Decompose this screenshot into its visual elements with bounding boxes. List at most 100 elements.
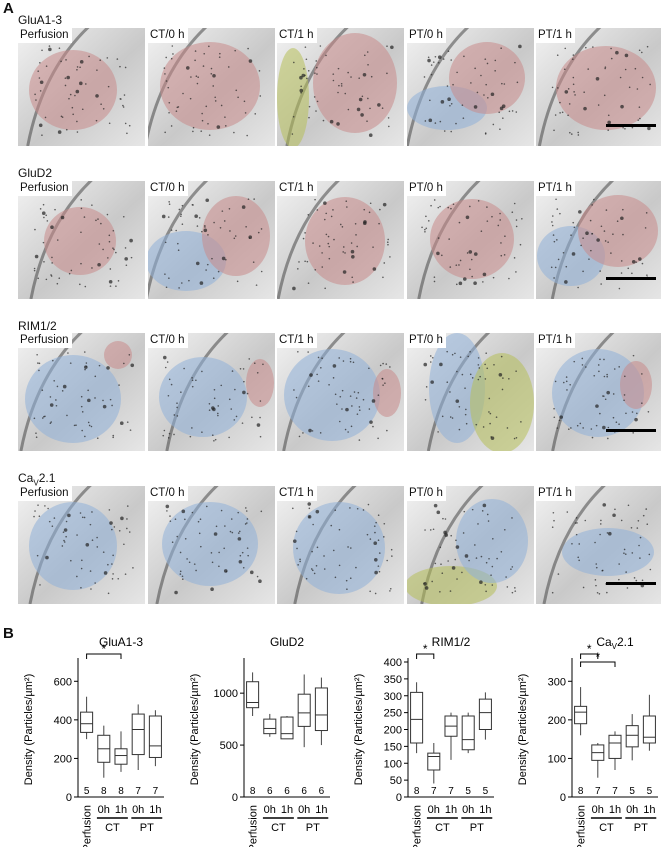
box-plot-svg: CaV2.1 Density (Particles/µm²) 0 100 200 300 8… (517, 635, 658, 851)
micrograph-tile: CT/0 h (148, 181, 275, 299)
n-label: 6 (284, 786, 290, 797)
label-overlay (562, 528, 654, 576)
label-overlay (373, 369, 401, 417)
x-tick-label: 1h (115, 804, 127, 816)
box (410, 691, 424, 744)
x-tick-label: 1h (643, 804, 655, 816)
y-tick-label: 250 (384, 708, 402, 720)
n-label: 7 (153, 786, 159, 797)
chart-title: CaV2.1 (596, 635, 634, 651)
label-overlay (160, 42, 260, 130)
micrograph-image (407, 333, 534, 451)
tile-label: CT/1 h (277, 28, 317, 43)
x-tick-label: 0h (626, 804, 638, 816)
y-tick-label: 150 (384, 741, 402, 753)
label-overlay (159, 357, 247, 437)
x-tick-label: 0h (98, 804, 110, 816)
label-overlay (313, 33, 397, 133)
x-tick-label: 0h (462, 804, 474, 816)
tile-label: Perfusion (18, 28, 72, 43)
significance-star: * (423, 642, 428, 656)
label-overlay (552, 349, 644, 437)
box (427, 752, 441, 771)
box-plot-chart: GluD2 Density (Particles/µm²) 0 500 1000 8 6 6 6… (186, 632, 336, 852)
x-tick-label: Perfusion (576, 805, 588, 847)
label-overlay (29, 50, 117, 130)
n-label: 7 (135, 786, 141, 797)
x-tick-label: 1h (445, 804, 457, 816)
box-plot-chart: GluA1-3 Density (Particles/µm²) 0 200 400 600… (20, 632, 170, 852)
micrograph-image (536, 181, 661, 299)
y-tick-label: 1000 (214, 688, 238, 700)
label-overlay (44, 207, 116, 275)
micrograph-image (18, 28, 145, 146)
tile-label: CT/1 h (277, 333, 317, 348)
tile-label: CT/1 h (277, 486, 317, 501)
label-overlay (456, 499, 528, 583)
micrograph-tile: CT/1 h (277, 28, 404, 146)
micrograph-image (407, 28, 534, 146)
micrograph-tile: PT/1 h (536, 28, 661, 146)
y-tick-label: 400 (54, 715, 72, 727)
micrograph-image (407, 181, 534, 299)
n-label: 8 (101, 786, 107, 797)
box (297, 693, 311, 727)
y-tick-label: 0 (396, 792, 402, 804)
y-tick-label: 300 (384, 691, 402, 703)
group-label: PT (140, 822, 154, 834)
y-tick-label: 100 (384, 758, 402, 770)
box (114, 748, 128, 765)
box (461, 715, 475, 751)
y-tick-label: 200 (548, 715, 566, 727)
x-tick-label: 0h (428, 804, 440, 816)
box (314, 687, 328, 732)
significance-bracket (86, 653, 122, 659)
x-tick-label: 1h (149, 804, 161, 816)
n-label: 7 (431, 786, 437, 797)
y-axis-label: Density (Particles/µm²) (353, 674, 365, 785)
micrograph-image (148, 333, 275, 451)
label-overlay (162, 502, 258, 586)
micrograph-tile: PT/0 h (407, 28, 534, 146)
significance-bracket (416, 653, 435, 659)
box (80, 711, 94, 733)
micrograph-tile: Perfusion (18, 486, 145, 604)
x-tick-label: Perfusion (412, 805, 424, 847)
box-plot-svg: RIM1/2 Density (Particles/µm²) 0 50 100 150 20… (353, 635, 494, 851)
label-overlay (277, 48, 309, 146)
panel-b-letter: B (3, 625, 14, 642)
label-overlay (25, 355, 121, 443)
y-tick-label: 0 (560, 792, 566, 804)
n-label: 8 (250, 786, 256, 797)
label-overlay (578, 195, 658, 267)
tile-label: Perfusion (18, 333, 72, 348)
box (148, 715, 162, 758)
group-label: PT (634, 822, 648, 834)
micrograph-tile: PT/1 h (536, 486, 661, 604)
box (625, 725, 639, 748)
scale-bar (606, 582, 656, 585)
n-label: 8 (118, 786, 124, 797)
y-tick-label: 600 (54, 676, 72, 688)
micrograph-image (148, 486, 275, 604)
x-tick-label: 1h (479, 804, 491, 816)
box-plot-chart: RIM1/2 Density (Particles/µm²) 0 50 100 150 20… (350, 632, 500, 852)
tile-label: PT/1 h (536, 486, 575, 501)
micrograph-image (277, 181, 404, 299)
scale-bar (606, 429, 656, 432)
tile-label: CT/0 h (148, 486, 188, 501)
n-label: 5 (647, 786, 653, 797)
micrograph-image (536, 486, 661, 604)
micrograph-image (18, 486, 145, 604)
n-label: 5 (629, 786, 635, 797)
label-overlay (284, 349, 380, 441)
y-axis-label: Density (Particles/µm²) (189, 674, 201, 785)
y-tick-label: 300 (548, 676, 566, 688)
panel-a-letter: A (3, 0, 14, 17)
tile-label: PT/0 h (407, 486, 446, 501)
x-tick-label: 0h (298, 804, 310, 816)
y-tick-label: 50 (390, 775, 402, 787)
y-tick-label: 350 (384, 674, 402, 686)
micrograph-tile: PT/0 h (407, 181, 534, 299)
